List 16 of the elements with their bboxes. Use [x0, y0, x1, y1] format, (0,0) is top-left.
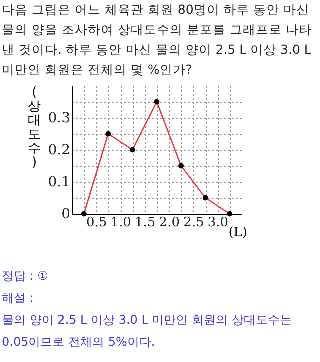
y-tick-label: 0.1: [48, 174, 70, 190]
x-tick-label: 3.0: [208, 216, 229, 230]
x-tick-label: 1.5: [135, 216, 156, 230]
y-tick-label: 0.3: [48, 110, 70, 126]
y-tick-label: 0.2: [48, 142, 70, 158]
text: 물의 양이 2.5 L 이상 3.0 L 미만인 회원의 상대도수는 0.05이므로 전체의 5%이다.: [2, 312, 293, 351]
y-axis-title: (상대도수): [28, 86, 41, 170]
x-tick-label: 0.5: [86, 216, 108, 230]
x-tick-label: 2.5: [184, 216, 204, 230]
text: 정답 : ①: [2, 268, 50, 285]
text: 해설 :: [2, 290, 35, 307]
x-tick-label: 2.0: [159, 216, 180, 230]
x-axis-title: (L): [228, 226, 248, 240]
y-tick-label: 0: [62, 206, 70, 222]
x-tick-label: 1.0: [110, 216, 132, 230]
chart-title: 다음 그림은 어느 체육관 회원 80명이 하루 동안 마신 물의 양을 조사하여 상대도수의 분포를 그래프로 나타낸 것이다. 하루 동안 마신 물의 양이 2.5 L 이상 3.0 L 미만인 회원은 전체의 몇 %인가?: [1, 1, 313, 79]
